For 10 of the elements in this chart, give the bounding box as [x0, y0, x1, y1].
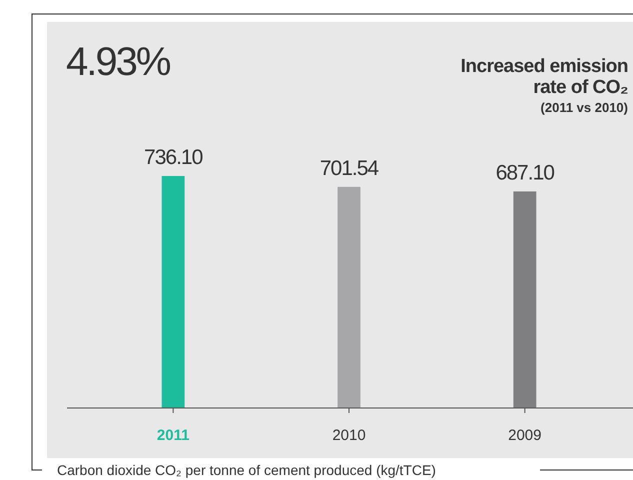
chart-subtitle: Increased emission rate of CO₂ — [460, 56, 628, 98]
data-label: 736.10 — [144, 146, 203, 169]
data-label: 687.10 — [496, 161, 554, 184]
x-tick-label: 2009 — [508, 427, 542, 444]
text: (2011 vs 2010) — [540, 100, 628, 115]
x-axis-title: Carbon dioxide CO₂ per tonne of cement produced (kg/tTCE) — [57, 462, 436, 478]
data-label: 701.54 — [320, 156, 380, 180]
x-tick-label: 2010 — [332, 427, 366, 444]
x-tick-label: 2011 — [156, 427, 190, 444]
chart-title: 4.93% — [66, 40, 171, 84]
